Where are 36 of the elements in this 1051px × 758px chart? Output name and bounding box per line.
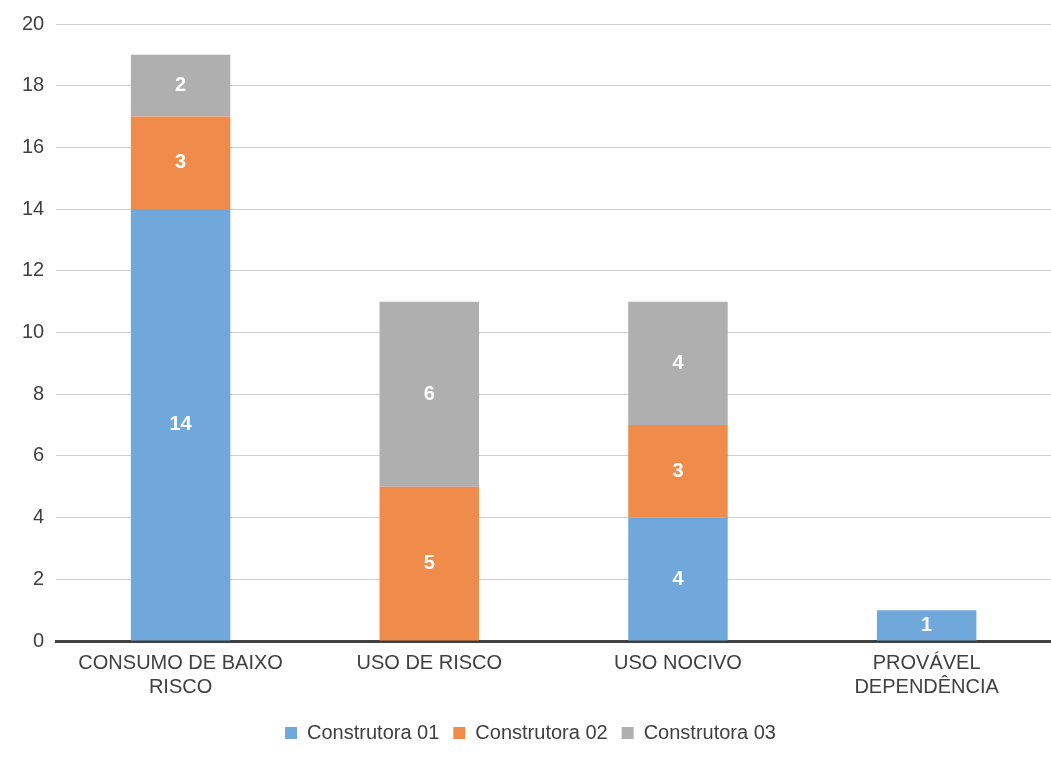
bar [628,301,728,426]
data-label: 14 [169,412,193,435]
bar [379,301,480,487]
legend-label: Construtora 01 [307,720,440,743]
y-tick-label: 12 [22,258,45,281]
x-tick-label: USO DE RISCO [356,650,503,673]
data-label: 4 [672,350,685,373]
y-tick-label: 10 [22,320,45,343]
data-label: 4 [672,566,685,589]
bar [379,486,480,641]
bar [628,425,728,518]
data-label: 1 [921,612,933,635]
y-tick-label: 6 [33,443,45,466]
legend-label: Construtora 02 [475,720,608,743]
y-tick-label: 0 [33,628,45,651]
bar [130,209,231,641]
y-tick-label: 8 [33,381,45,404]
y-tick-label: 20 [22,11,45,34]
data-label: 3 [672,458,684,481]
bar [876,610,977,641]
y-tick-label: 14 [22,196,45,219]
y-tick-label: 16 [22,134,45,157]
y-tick-label: 18 [22,73,45,96]
data-label: 2 [175,73,187,96]
bar [130,54,231,117]
x-tick-label: CONSUMO DE BAIXO RISCO [78,650,283,697]
data-label: 6 [423,381,435,404]
x-tick-label: PROVÁVEL DEPENDÊNCIA [854,650,1000,697]
data-label: 3 [175,150,187,173]
data-label: 5 [423,551,435,574]
y-tick-label: 2 [33,566,45,589]
x-tick-label: USO NOCIVO [614,650,742,673]
bar [628,517,728,641]
y-tick-label: 4 [33,505,45,528]
legend-label: Construtora 03 [643,720,776,743]
bar [130,116,231,210]
